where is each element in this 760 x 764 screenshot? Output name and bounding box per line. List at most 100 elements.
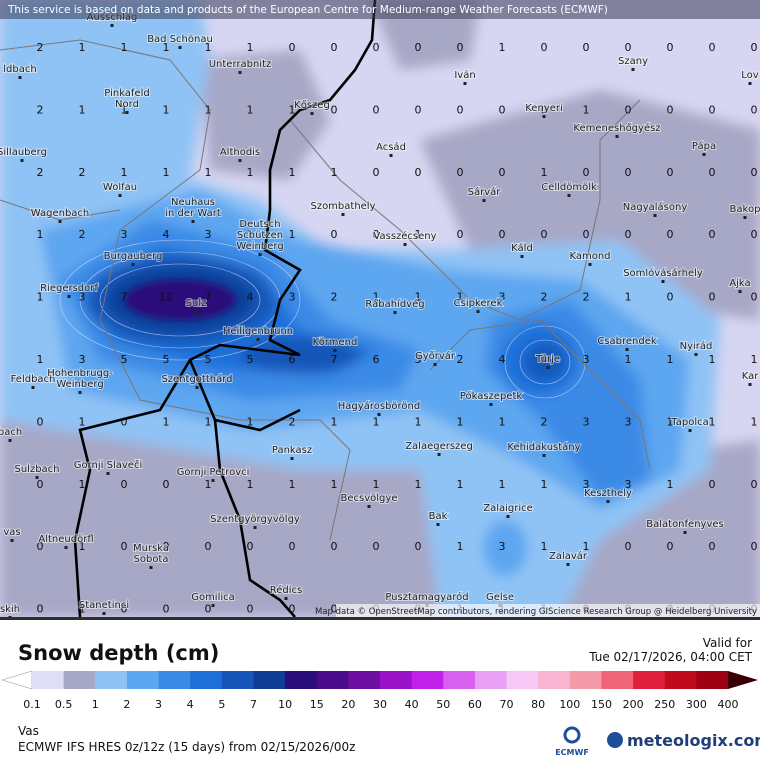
grid-value: 0 (709, 228, 716, 241)
grid-value: 1 (289, 103, 296, 116)
grid-value: 0 (331, 540, 338, 553)
legend-swatch (316, 671, 349, 689)
grid-value: 1 (499, 41, 506, 54)
place-name: Stanetinci (79, 600, 129, 611)
place-name: Unterrabnitz (209, 59, 272, 70)
legend-label: 0.5 (55, 698, 73, 711)
place-dot (688, 429, 692, 432)
grid-value: 1 (247, 228, 254, 241)
grid-value: 1 (331, 478, 338, 491)
grid-value: 2 (289, 415, 296, 428)
place-labels: AusschlagBad SchönauUnterrabnitzldbachPi… (0, 11, 760, 617)
place-name: Kemeneshőgyész (573, 122, 660, 134)
place-dot (566, 563, 570, 566)
grid-value: 0 (667, 41, 674, 54)
grid-value: 0 (205, 603, 212, 616)
legend-label: 400 (718, 698, 739, 711)
grid-value: 2 (37, 166, 44, 179)
grid-value: 2 (37, 41, 44, 54)
grid-value: 1 (121, 41, 128, 54)
grid-value: 0 (163, 478, 170, 491)
grid-value: 1 (163, 103, 170, 116)
grid-value: 0 (709, 540, 716, 553)
legend-label: 10 (278, 698, 292, 711)
grid-value: 1 (79, 603, 86, 616)
grid-value: 0 (289, 540, 296, 553)
grid-value: 3 (625, 415, 632, 428)
place-dot (377, 413, 381, 416)
grid-value: 1 (709, 415, 716, 428)
place-name: Sulz (186, 298, 207, 309)
place-name: Hohenbrugg- (47, 368, 113, 379)
place-name: Ajka (729, 278, 750, 289)
grid-value: 0 (667, 291, 674, 304)
grid-value: 0 (457, 228, 464, 241)
place-dot (8, 616, 12, 617)
place-dot (102, 612, 106, 615)
legend-swatch (443, 671, 476, 689)
grid-value: 1 (415, 415, 422, 428)
grid-value: 0 (709, 166, 716, 179)
legend-label: 0.1 (23, 698, 41, 711)
grid-value: 0 (751, 103, 758, 116)
grid-value: 1 (79, 415, 86, 428)
place-dot (110, 24, 114, 27)
grid-value: 1 (583, 103, 590, 116)
place-dot (310, 112, 314, 115)
grid-value: 5 (163, 353, 170, 366)
grid-value: 0 (205, 540, 212, 553)
notice: This service is based on data and produc… (7, 4, 608, 16)
legend-swatch (569, 671, 602, 689)
legend-swatch (253, 671, 286, 689)
place-dot (149, 566, 153, 569)
legend-swatch (95, 671, 128, 689)
place-dot (194, 310, 198, 313)
grid-value: 3 (499, 291, 506, 304)
place-name: Murska (133, 543, 169, 554)
grid-value: 1 (289, 228, 296, 241)
place-dot (256, 338, 260, 341)
valid-label: Valid for (703, 636, 752, 650)
legend-swatch (190, 671, 223, 689)
place-name: Szentgyörgyvölgy (210, 514, 300, 525)
place-name: Csipkerek (454, 298, 503, 309)
place-name: Nagyalásony (623, 201, 688, 213)
place-dot (606, 500, 610, 503)
grid-value: 2 (457, 353, 464, 366)
grid-value: 0 (289, 41, 296, 54)
grid-value: 1 (415, 228, 422, 241)
grid-value: 1 (37, 291, 44, 304)
place-dot (211, 479, 215, 482)
grid-value: 1 (205, 478, 212, 491)
place-dot (661, 280, 665, 283)
number-grid: 2 1 1 1 1 1 0 0 0 0 0 1 0 0 0 0 0 0 2 1 1 1 1 1 1 0 0 0 0 0 0 1 0 0 0 0 2 2 1 1… (37, 41, 758, 616)
grid-value: 2 (79, 166, 86, 179)
legend-arrow-low (0, 670, 33, 690)
place-dot (567, 194, 571, 197)
grid-value: 0 (373, 103, 380, 116)
place-dot (743, 216, 747, 219)
grid-value: 1 (373, 478, 380, 491)
grid-value: 0 (583, 166, 590, 179)
place-name: in der Wart (165, 208, 221, 219)
grid-value: 3 (583, 353, 590, 366)
place-name: Gomilica (191, 592, 235, 603)
place-name: Nord (115, 99, 139, 110)
grid-value: 1 (457, 415, 464, 428)
grid-value: 1 (163, 166, 170, 179)
place-name: Weinberg (56, 379, 103, 390)
grid-value: 0 (709, 41, 716, 54)
grid-value: 0 (667, 103, 674, 116)
legend-swatch (32, 671, 65, 689)
grid-value: 1 (205, 41, 212, 54)
grid-value: 3 (499, 540, 506, 553)
grid-value: 2 (79, 228, 86, 241)
place-name: Acsád (376, 141, 406, 153)
legend-label: 20 (341, 698, 355, 711)
legend: 0.1 0.5 1 2 3 4 5 7 10 15 20 30 40 50 60 70 80 100 150 200 2… (23, 671, 739, 711)
place-name: Balatonfenyves (646, 519, 723, 530)
model-info: ECMWF IFS HRES 0z/12z (15 days) from 02/… (18, 740, 355, 754)
place-name: Becsvölgye (341, 493, 398, 504)
place-name: Szany (618, 56, 648, 67)
place-name: Pusztamagyaród (385, 591, 468, 603)
